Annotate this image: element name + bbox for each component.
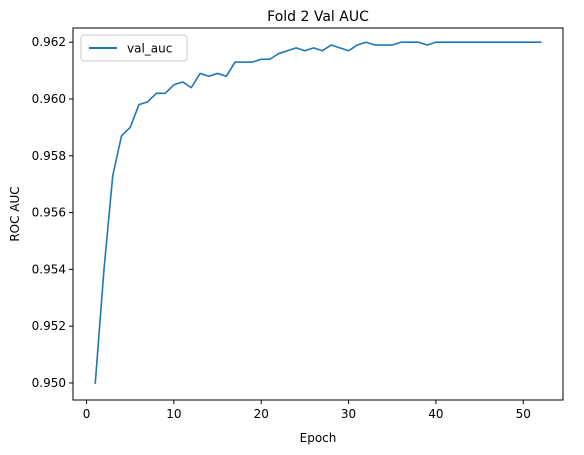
y-tick-label: 0.962 bbox=[32, 35, 66, 49]
y-tick-label: 0.954 bbox=[32, 262, 66, 276]
series-layer bbox=[94, 41, 542, 384]
x-axis: 0 10 20 30 40 50 bbox=[83, 400, 531, 421]
legend-label-val-auc: val_auc bbox=[127, 42, 172, 56]
x-tick-label: 0 bbox=[83, 407, 91, 421]
x-tick-label: 10 bbox=[166, 407, 181, 421]
y-tick-label: 0.958 bbox=[32, 149, 66, 163]
x-tick-label: 50 bbox=[516, 407, 531, 421]
y-tick-label: 0.952 bbox=[32, 319, 66, 333]
chart-title: Fold 2 Val AUC bbox=[267, 9, 369, 25]
legend-box bbox=[80, 34, 188, 62]
x-tick-label: 20 bbox=[254, 407, 269, 421]
x-tick-label: 30 bbox=[341, 407, 356, 421]
y-tick-label: 0.950 bbox=[32, 376, 66, 390]
y-tick-label: 0.956 bbox=[32, 206, 66, 220]
plot-area bbox=[72, 27, 564, 401]
series-line-val-auc bbox=[94, 41, 542, 384]
x-tick-label: 40 bbox=[428, 407, 443, 421]
y-tick-label: 0.960 bbox=[32, 92, 66, 106]
axes-frame bbox=[72, 27, 564, 401]
legend: val_auc bbox=[80, 34, 188, 62]
y-axis: 0.950 0.952 0.954 0.956 0.958 0.960 0.962 bbox=[32, 35, 73, 390]
x-axis-label: Epoch bbox=[300, 431, 337, 445]
y-axis-label: ROC AUC bbox=[8, 186, 22, 241]
